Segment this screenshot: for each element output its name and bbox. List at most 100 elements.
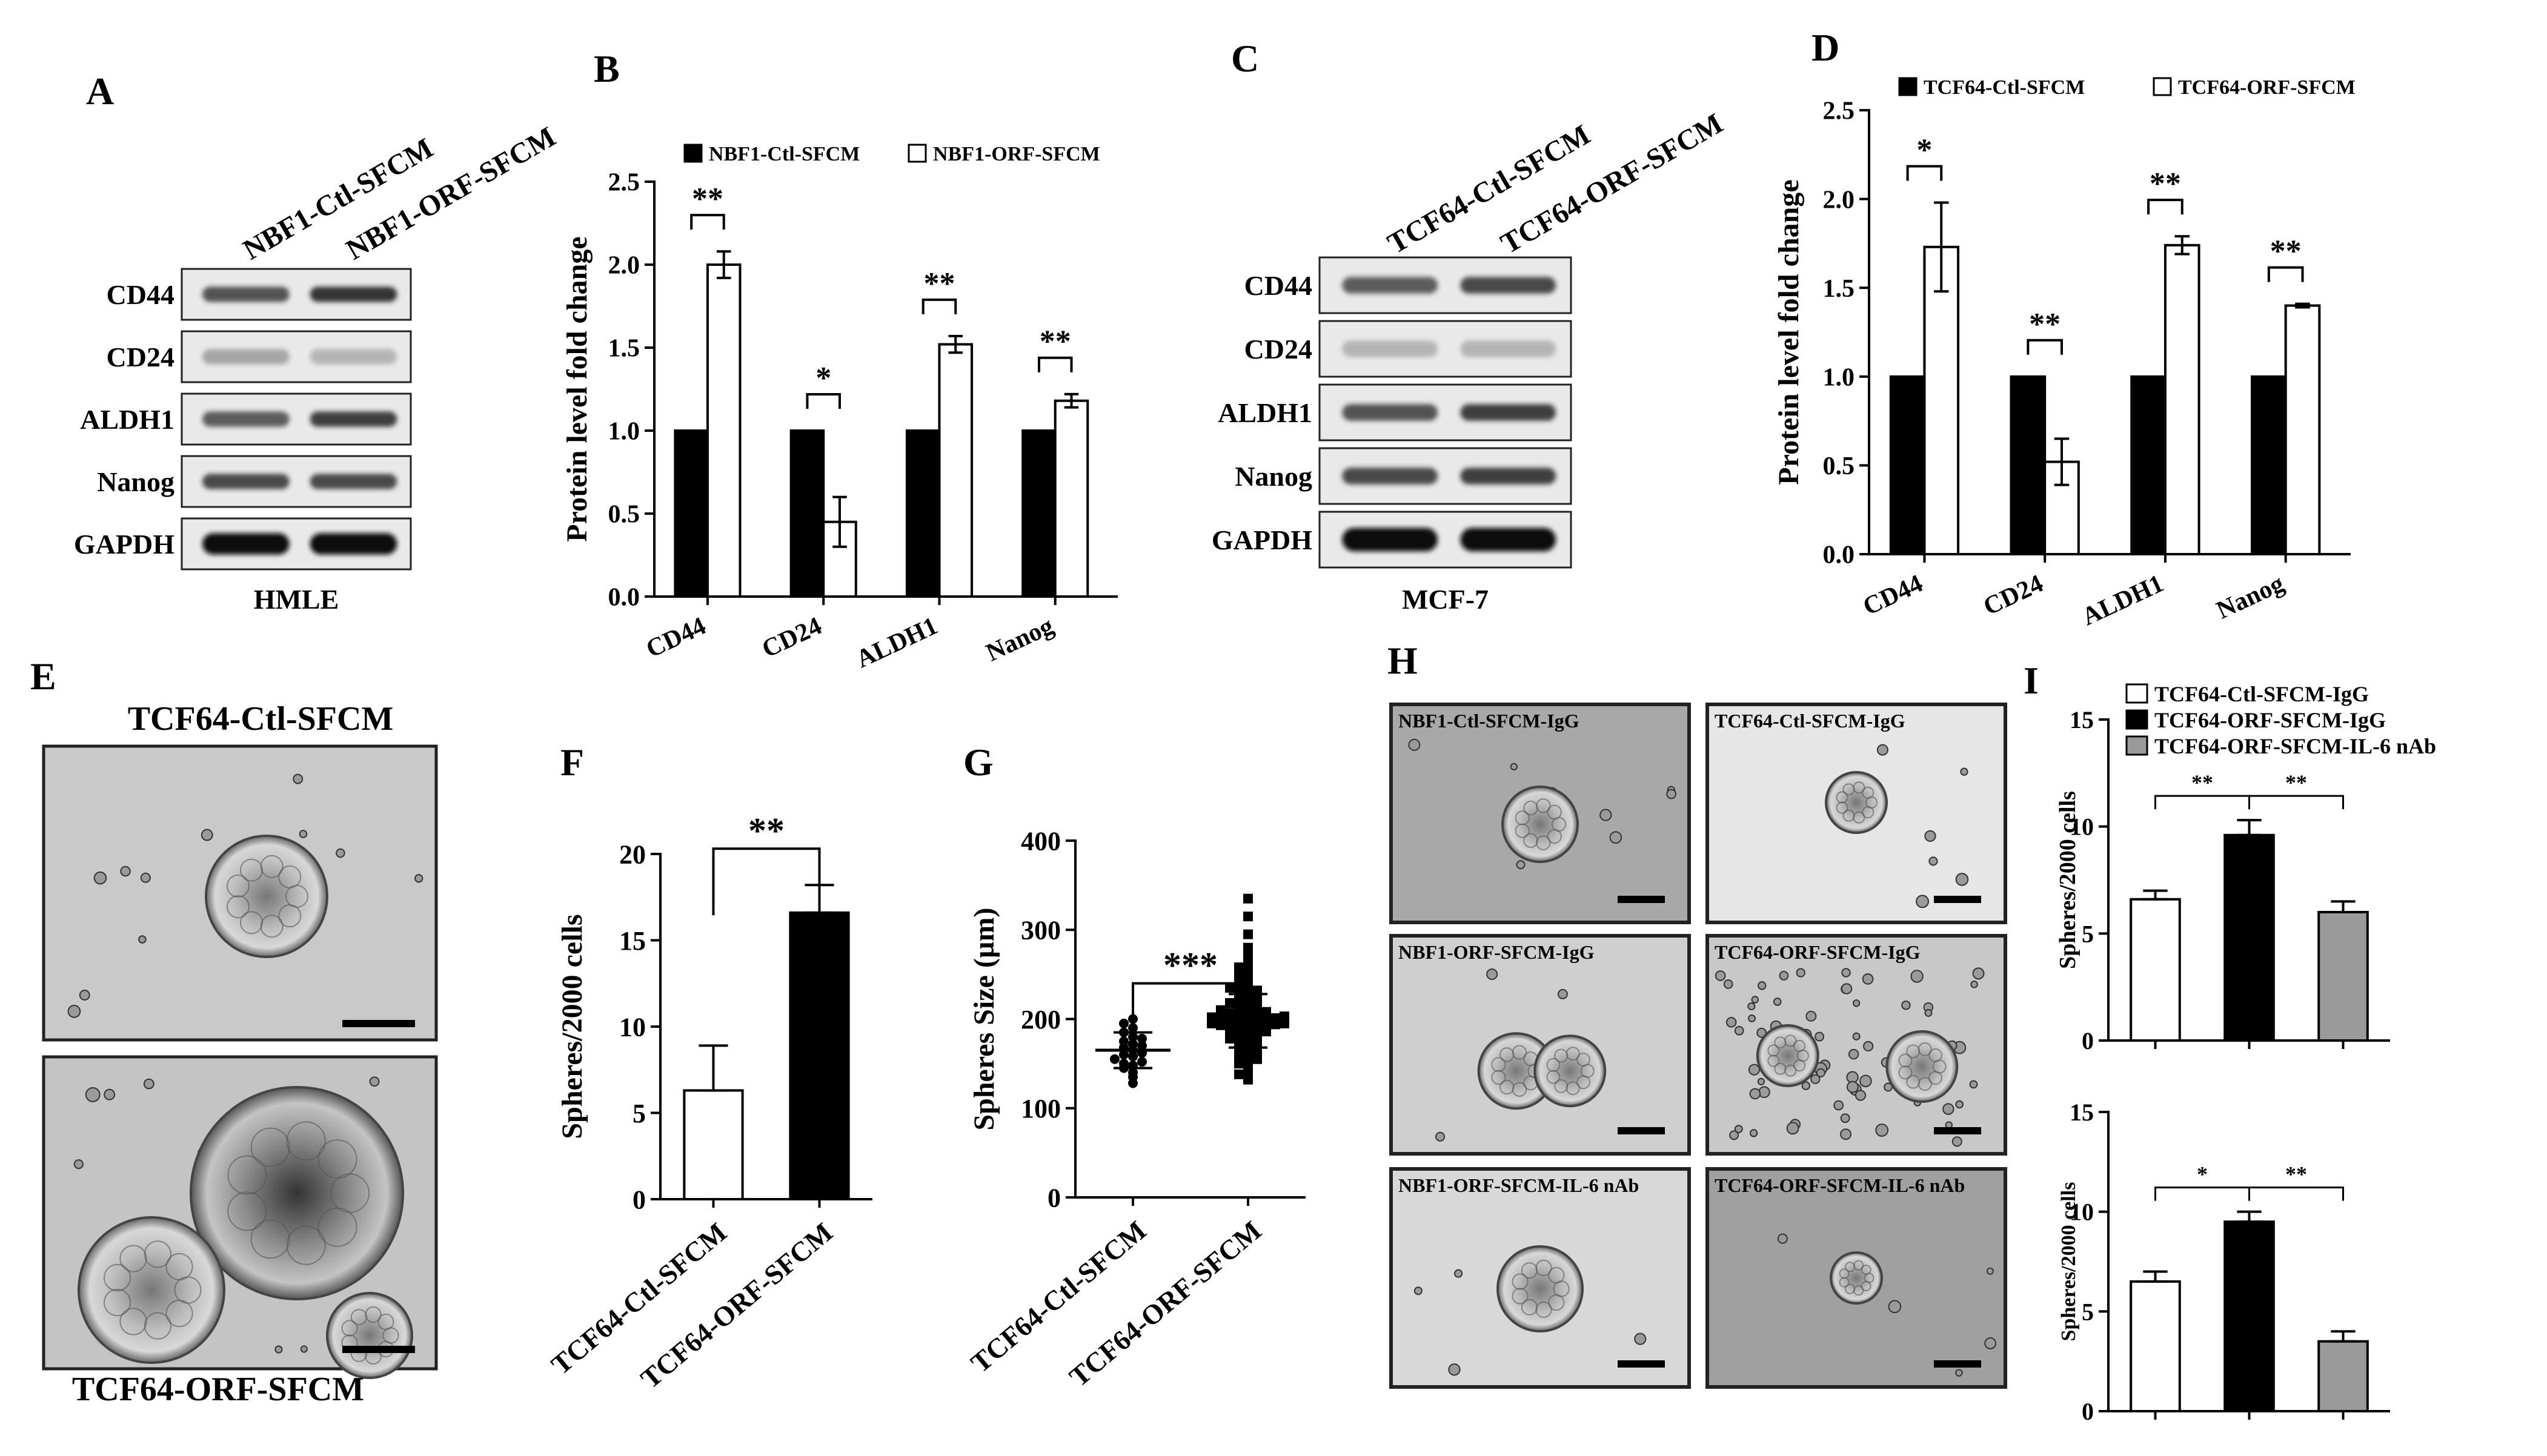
blot-band	[1460, 340, 1556, 357]
sphere-cell	[1784, 1034, 1797, 1047]
cell	[1796, 968, 1805, 978]
data-point	[1243, 912, 1253, 922]
y-tick-label: 10	[619, 1012, 646, 1042]
data-point	[1137, 1057, 1147, 1067]
data-point	[1243, 974, 1253, 984]
bar-orf	[2163, 243, 2200, 555]
cell	[1852, 1032, 1861, 1041]
tumor-sphere	[1533, 1034, 1607, 1108]
panel-letter: A	[86, 70, 114, 113]
y-axis-label: Spheres/2000 cells	[2055, 791, 2080, 969]
sphere-cell	[260, 915, 284, 938]
tumor-sphere	[1825, 771, 1888, 834]
bar-ctl	[789, 429, 825, 598]
blot-band	[310, 474, 397, 489]
y-tick-label: 5	[2082, 920, 2094, 947]
data-point	[1225, 982, 1235, 993]
sphere-cell	[165, 1252, 193, 1281]
sphere-cell	[1861, 1280, 1871, 1292]
cell	[1448, 1363, 1461, 1376]
significance-bracket	[2147, 199, 2183, 215]
chart-panel-f: F 0 5 10 15 20 Spheres/2000 cells TCF64-Ctl-SFC…	[545, 741, 872, 1394]
blot-band	[202, 349, 290, 365]
legend-label: TCF64-Ctl-SFCM-IgG	[2154, 682, 2369, 706]
data-point	[1128, 1023, 1138, 1033]
chart-panel-d: D 0.0 0.5 1.0 1.5 2.0 2.5 Protein level fold ch…	[1773, 26, 2356, 631]
significance-mark: *	[815, 361, 831, 395]
cell	[1748, 1064, 1760, 1076]
sphere-cell	[1576, 1075, 1590, 1090]
y-tick-label: 0	[1048, 1183, 1061, 1213]
sphere-cell	[227, 874, 250, 898]
cell	[1786, 1122, 1799, 1135]
sphere-cell	[1535, 1259, 1552, 1277]
y-axis-label: Spheres/2000 cells	[2057, 1182, 2080, 1342]
bar	[789, 911, 850, 1201]
data-point	[1110, 1054, 1120, 1064]
legend-label: NBF1-Ctl-SFCM	[709, 143, 860, 165]
significance-mark: **	[2191, 770, 2213, 795]
significance-bracket	[806, 393, 841, 409]
cell	[1876, 744, 1888, 756]
cell	[73, 1159, 84, 1170]
y-tick-label: 0	[2082, 1027, 2094, 1054]
cell	[1777, 1233, 1788, 1244]
panel-letter: C	[1231, 37, 1259, 80]
scale-bar	[342, 1346, 415, 1353]
cell	[1486, 968, 1498, 981]
cell	[1815, 1031, 1825, 1042]
sphere-cell	[1547, 804, 1562, 820]
x-tick-label: Nanog	[2213, 569, 2288, 624]
bar	[2130, 898, 2181, 1042]
sphere-cell	[227, 1191, 267, 1231]
cell-line-label: HMLE	[254, 584, 339, 615]
sphere-cell	[278, 865, 302, 888]
cell	[293, 773, 304, 784]
cell	[67, 1005, 81, 1018]
cell	[1840, 1113, 1850, 1123]
data-point	[1252, 1001, 1262, 1011]
legend-swatch	[683, 144, 703, 163]
cell	[1634, 1332, 1647, 1345]
blot-band	[310, 286, 397, 302]
sphere-cell	[1499, 1079, 1515, 1095]
lane-label: TCF64-Ctl-SFCM	[1383, 119, 1596, 260]
y-tick-label: 5	[633, 1099, 646, 1128]
tumor-sphere	[1496, 1245, 1584, 1332]
cell	[336, 848, 345, 858]
x-tick-label: TCF64-ORF-SFCM	[1063, 1215, 1267, 1393]
image-label: NBF1-Ctl-SFCM-IgG	[1398, 710, 1579, 732]
y-tick-label: 1.0	[608, 418, 640, 446]
sphere-cell	[1546, 1057, 1561, 1072]
sphere-cell	[341, 1320, 358, 1337]
y-axis-label: Protein level fold change	[1773, 179, 1805, 485]
x-tick-label: ALDH1	[2078, 569, 2168, 631]
x-tick-label: Nanog	[982, 612, 1058, 667]
y-tick-label: 0.5	[1823, 452, 1855, 480]
panel-e: E TCF64-Ctl-SFCM TCF64-ORF-SFCM	[30, 655, 438, 1408]
cell	[85, 1087, 101, 1102]
blot-band	[1460, 277, 1556, 294]
western-blot-panels: A NBF1-Ctl-SFCM NBF1-ORF-SFCM CD44 CD24 ALDH1…	[74, 37, 1728, 615]
image-label: TCF64-Ctl-SFCM-IgG	[1715, 710, 1905, 732]
bar-ctl	[674, 429, 709, 598]
data-point	[1225, 1008, 1235, 1018]
cell	[1986, 1267, 1994, 1275]
row-label: ALDH1	[1218, 397, 1312, 428]
significance-bracket	[2154, 795, 2250, 810]
significance-bracket	[1132, 982, 1249, 1020]
cell	[1816, 1068, 1825, 1077]
significance-mark: **	[2285, 770, 2307, 795]
sphere-cell	[144, 1312, 172, 1340]
data-point	[1261, 1007, 1271, 1017]
sphere-cell	[1906, 1074, 1921, 1089]
cell	[1748, 1014, 1756, 1022]
sphere-cell	[119, 1245, 147, 1272]
y-tick-label: 15	[619, 926, 646, 956]
sphere-cell	[1523, 833, 1538, 849]
y-tick-label: 400	[1021, 826, 1061, 856]
bar-orf	[822, 520, 857, 598]
data-point	[1234, 1059, 1244, 1069]
data-point	[1234, 1069, 1244, 1079]
